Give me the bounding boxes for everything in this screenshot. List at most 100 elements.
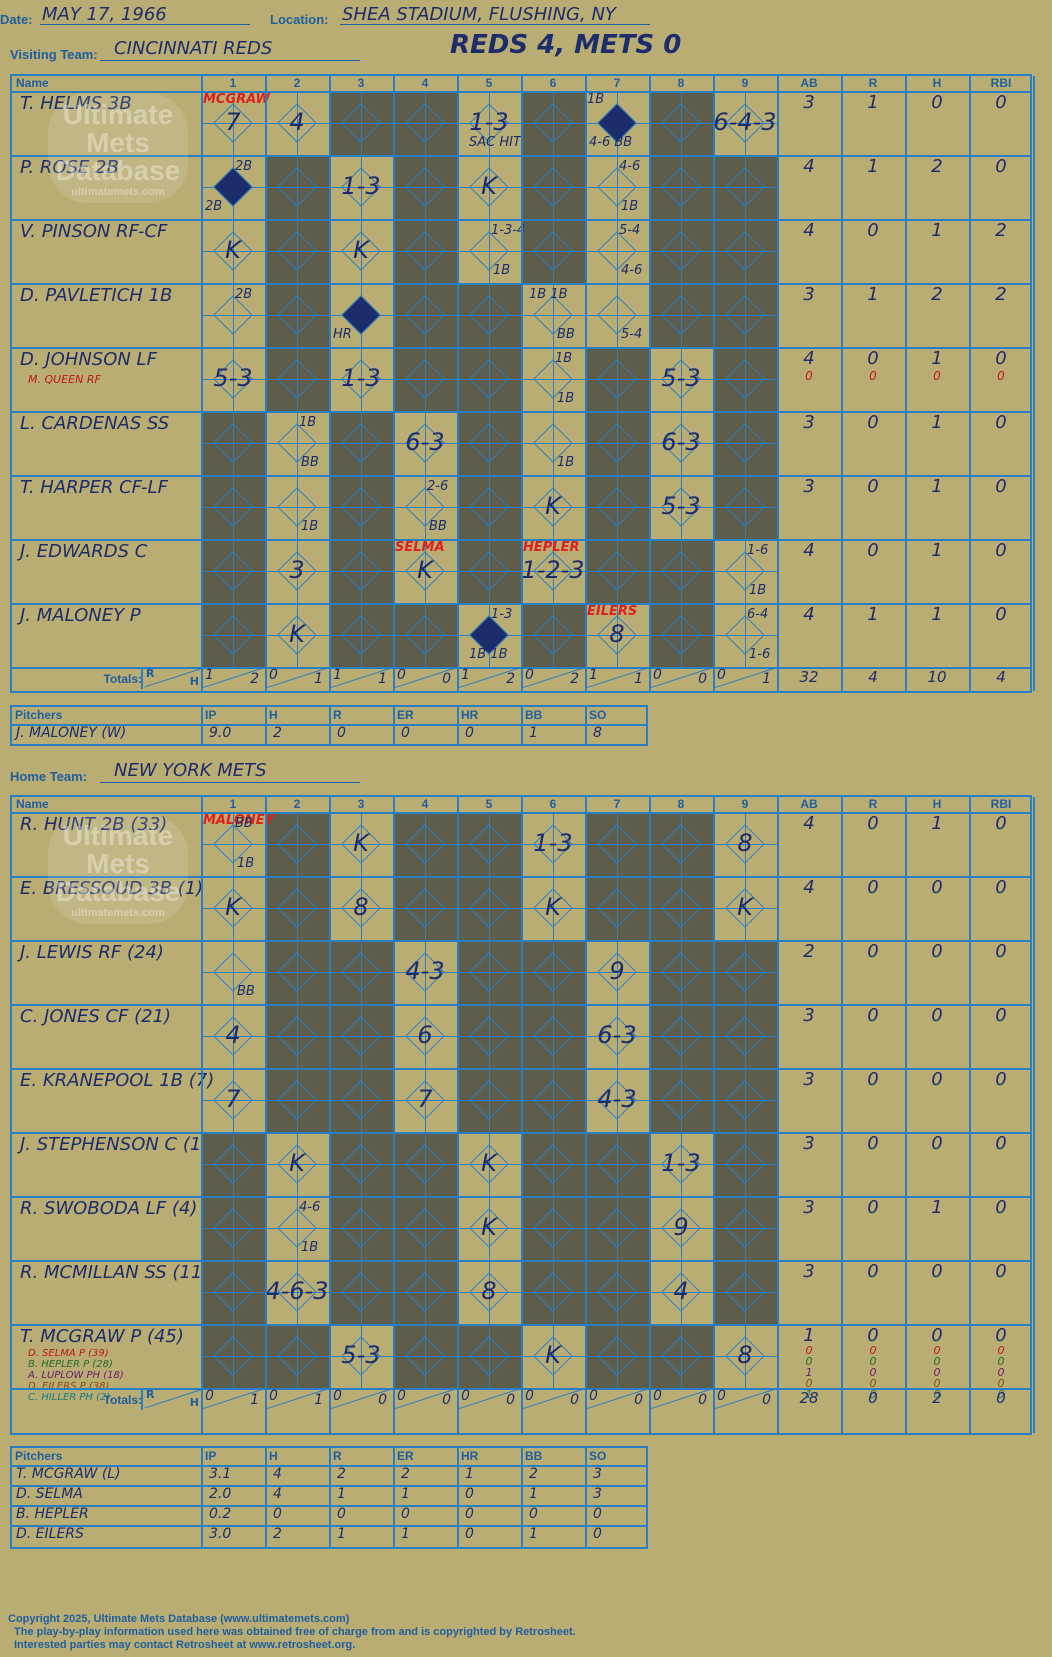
visitors-inning-cell [521, 411, 585, 475]
home-col-rule [457, 797, 459, 1433]
home-totals-label: Totals: [103, 1393, 142, 1407]
visitors-inning-cell [393, 283, 457, 347]
home-inning-runs: 0 [269, 1388, 278, 1404]
visitors-inning-cell [713, 91, 777, 155]
home-stat-rbi: 0 [995, 813, 1007, 834]
home-stat-h: 0 [931, 1261, 943, 1282]
visitors-cell-guide-v [617, 603, 618, 667]
home-inning-cell [649, 1004, 713, 1068]
home-header-inning-1: 1 [229, 797, 237, 811]
home-cell-guide-v [425, 812, 426, 876]
visitors-inning-cell [521, 347, 585, 411]
visitors-header-inning-6: 6 [549, 76, 557, 90]
home-cell-guide-v [745, 1196, 746, 1260]
visitors-cell-guide-v [425, 283, 426, 347]
home-inning-hits: 1 [250, 1392, 259, 1408]
home-total-r: 0 [868, 1389, 878, 1407]
visitors-player-name: J. EDWARDS C [20, 541, 148, 562]
home-player-name: E. BRESSOUD 3B (1) [20, 878, 204, 899]
visitors-cell-guide-v [425, 475, 426, 539]
home-stat-r: 0 [867, 1005, 879, 1026]
visitors-inning-cell [329, 283, 393, 347]
home-play-note: MALONEY [203, 813, 275, 828]
home-pitch-value: 0 [273, 1506, 282, 1522]
visitors-play-note: EILERS [587, 604, 638, 619]
home-header-inning-5: 5 [485, 797, 493, 811]
home-watermark-text: Mets [86, 848, 150, 879]
home-inning-cell [521, 812, 585, 876]
visitors-stat-rbi: 0 [995, 604, 1007, 625]
location-label: Location: [270, 12, 329, 27]
home-col-rule [521, 797, 523, 1433]
home-play-note: 1B [301, 1240, 319, 1255]
home-pitch-value: 3 [593, 1466, 602, 1482]
visitors-col-rule [521, 76, 523, 691]
home-inning-hits: 0 [378, 1392, 387, 1408]
visitors-stat-r: 1 [867, 156, 879, 177]
home-pitch-value: 0 [465, 1506, 474, 1522]
visitors-cell-guide-v [681, 283, 682, 347]
home-base-diamond [341, 952, 381, 992]
visitors-player-name: J. MALONEY P [20, 605, 141, 626]
home-cell-guide-v [745, 1132, 746, 1196]
home-inning-cell [329, 1004, 393, 1068]
visitors-col-rule [905, 76, 907, 691]
home-stat-rbi: 0 [995, 1261, 1007, 1282]
home-col-rule [265, 797, 267, 1433]
home-play-result: K [481, 1213, 497, 1241]
home-pitch-value: 0 [529, 1506, 538, 1522]
visitors-inning-cell [521, 283, 585, 347]
visitors-inning-cell [649, 283, 713, 347]
home-inning-runs: 0 [653, 1388, 662, 1404]
home-col-rule [393, 797, 395, 1433]
home-cell-guide-v [681, 812, 682, 876]
visitors-play-note: 1B [299, 415, 317, 430]
visitors-inning-runs: 1 [333, 667, 342, 683]
home-base-diamond [725, 952, 765, 992]
visitors-play-note: 1-3-4 [491, 223, 526, 238]
home-inning-cell [393, 812, 457, 876]
visitors-stat-ab: 3 [803, 476, 815, 497]
home-base-diamond [405, 1208, 445, 1248]
home-stat-rbi: 0 [995, 1325, 1007, 1346]
home-stat-ab: 3 [803, 1069, 815, 1090]
visitors-pitch-header-h: H [269, 708, 278, 722]
home-inning-cell [457, 876, 521, 940]
home-inning-hits: 0 [698, 1392, 707, 1408]
visitors-inning-cell [713, 347, 777, 411]
visitors-cell-guide-v [553, 91, 554, 155]
home-player-name: J. STEPHENSON C (12) [20, 1134, 220, 1155]
visitors-pitch-value: 9.0 [209, 725, 232, 741]
home-base-diamond [533, 1144, 573, 1184]
home-pitch-header-bb: BB [525, 1449, 543, 1463]
home-inning-cell [393, 876, 457, 940]
visitors-base-diamond [725, 423, 765, 463]
home-col-rule [585, 797, 587, 1433]
home-header-inning-3: 3 [357, 797, 365, 811]
home-inning-cell [201, 1068, 265, 1132]
home-base-diamond [405, 1272, 445, 1312]
visitors-cell-guide-v [553, 283, 554, 347]
home-base-diamond [341, 1144, 381, 1184]
home-col-rule [329, 797, 331, 1433]
home-inning-cell [393, 940, 457, 1004]
home-cell-guide-v [425, 876, 426, 940]
visitors-play-note: 1-6 [747, 543, 769, 558]
visitors-play-note: 4-6 [621, 263, 643, 278]
home-play-result: K [481, 1149, 497, 1177]
home-rh-key-r: R [146, 1388, 155, 1401]
home-stat-ab: 1 [803, 1325, 815, 1346]
home-base-diamond [277, 888, 317, 928]
visitors-cell-guide-v [681, 91, 682, 155]
visitors-play-result: 1-3 [341, 364, 381, 392]
home-inning-cell [649, 940, 713, 1004]
home-base-diamond [213, 1336, 253, 1376]
home-stat-rbi: 0 [995, 941, 1007, 962]
visitors-col-rule [585, 76, 587, 691]
home-pitch-value: 4 [273, 1486, 282, 1502]
home-cell-guide-v [361, 1196, 362, 1260]
